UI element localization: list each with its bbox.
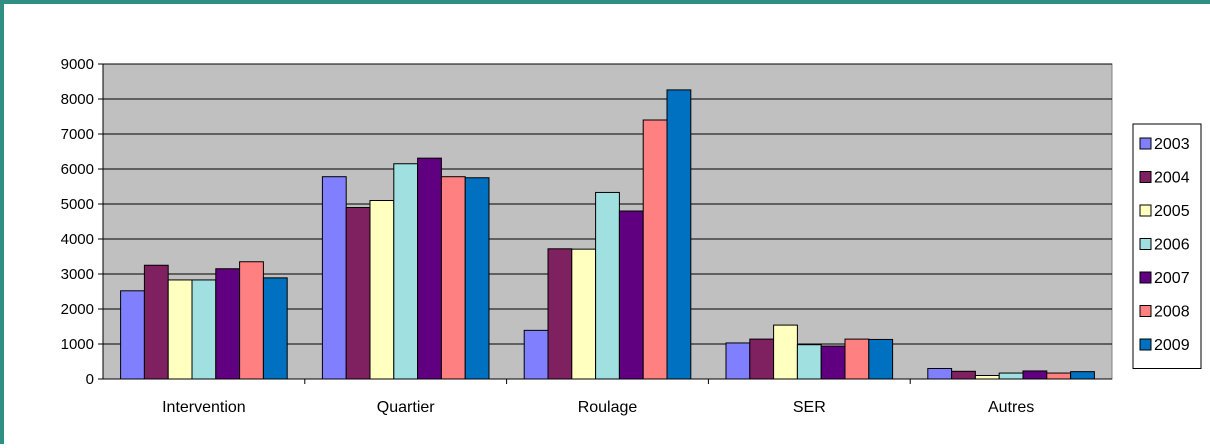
legend-label: 2005 (1154, 203, 1190, 220)
x-category-label: SER (793, 399, 826, 416)
bar (571, 248, 597, 380)
bar (666, 89, 692, 380)
bar (951, 370, 976, 380)
y-tick-label: 5000 (61, 196, 94, 213)
bar (215, 268, 241, 380)
y-tick-labels: 0 1000 2000 3000 4000 5000 6000 7000 8000 9000 (61, 56, 94, 388)
legend-label: 2007 (1154, 270, 1190, 287)
bar (143, 264, 169, 380)
legend-swatch (1139, 238, 1152, 250)
y-tick-label: 1000 (61, 336, 94, 353)
bar (974, 375, 1000, 380)
bar (191, 279, 217, 380)
bar (440, 176, 466, 380)
bar (120, 290, 145, 380)
bar (595, 191, 620, 380)
bar (345, 207, 371, 380)
bar (725, 342, 751, 380)
bar (1070, 371, 1095, 380)
bar (417, 157, 442, 380)
y-tick-label: 7000 (61, 126, 94, 143)
legend-label: 2004 (1154, 170, 1190, 187)
bar (618, 210, 644, 380)
bar (464, 177, 490, 380)
bars (120, 89, 1095, 380)
legend-label: 2008 (1154, 304, 1190, 321)
bar (796, 344, 822, 380)
legend-swatch (1139, 338, 1152, 351)
legend: 2003 2004 2005 2006 2007 2008 2009 (1132, 123, 1202, 369)
bar (868, 338, 894, 380)
bar (393, 163, 419, 380)
bar (927, 368, 953, 380)
x-category-label: Quartier (377, 399, 435, 416)
legend-swatch (1139, 171, 1152, 183)
legend-swatch (1139, 271, 1152, 284)
y-tick-label: 2000 (61, 301, 94, 318)
bar (1046, 372, 1072, 380)
x-category-label: Autres (988, 399, 1034, 416)
bar (321, 176, 347, 380)
bar (167, 279, 193, 380)
y-tick-label: 6000 (61, 161, 94, 178)
bar (1022, 370, 1048, 380)
bar (239, 261, 264, 380)
legend-label: 2009 (1154, 337, 1190, 354)
bar (642, 119, 668, 380)
legend-swatch (1139, 305, 1152, 317)
axes (98, 63, 1112, 384)
legend-swatch (1139, 137, 1152, 150)
bar (547, 248, 573, 380)
bar (773, 324, 798, 380)
bar (749, 338, 775, 380)
y-tick-label: 8000 (61, 91, 94, 108)
x-category-label: Roulage (578, 399, 638, 416)
y-tick-label: 3000 (61, 266, 94, 283)
bar (844, 338, 870, 380)
y-tick-label: 9000 (61, 56, 94, 73)
bar (262, 277, 288, 380)
bar (523, 329, 549, 380)
legend-swatch (1139, 204, 1152, 217)
legend-label: 2003 (1154, 136, 1190, 153)
y-tick-label: 4000 (61, 231, 94, 248)
x-category-labels: Intervention Quartier Roulage SER Autres (162, 399, 1034, 416)
legend-label: 2006 (1154, 237, 1190, 254)
bar (820, 345, 846, 380)
bar (369, 200, 395, 380)
y-tick-label: 0 (86, 371, 94, 388)
chart-svg: 0 1000 2000 3000 4000 5000 6000 7000 8000 9000 In… (61, 56, 1202, 416)
x-category-label: Intervention (162, 399, 246, 416)
bar (998, 372, 1024, 380)
